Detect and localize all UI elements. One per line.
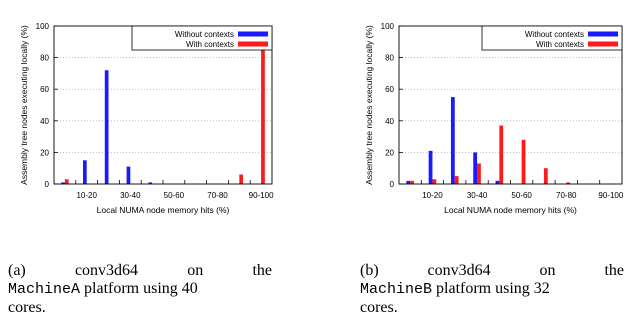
bar-without-contexts <box>148 182 153 184</box>
caption-text: platform using 32 <box>436 280 550 297</box>
legend-box <box>131 25 273 51</box>
legend-swatch <box>238 41 268 47</box>
y-tick-label: 0 <box>45 180 50 189</box>
bar-with-contexts <box>410 180 414 184</box>
legend-label: With contexts <box>536 40 584 49</box>
bar-with-contexts <box>499 125 504 184</box>
bar-without-contexts <box>406 180 411 184</box>
caption-word: the <box>604 262 624 279</box>
caption-end: cores. <box>360 299 398 316</box>
bar-with-contexts <box>543 168 548 184</box>
x-tick-label: 30-40 <box>120 191 141 200</box>
caption-word: on <box>539 262 556 279</box>
y-tick-label: 80 <box>385 54 394 63</box>
legend-swatch <box>238 31 268 37</box>
y-tick-label: 20 <box>40 148 49 157</box>
chart-svg-a: 0 20 40 60 80 100 10-20 30-40 50-60 70-80 90-100 Lo… <box>19 22 274 215</box>
caption-word: the <box>252 262 272 279</box>
x-tick-label: 70-80 <box>207 191 228 200</box>
bar-with-contexts <box>432 179 437 184</box>
y-axis-label: Assembly tree nodes executing locally (%… <box>364 25 374 185</box>
bar-with-contexts <box>454 176 459 184</box>
x-axis-label: Local NUMA node memory hits (%) <box>97 205 230 215</box>
y-axis-label: Assembly tree nodes executing locally (%… <box>19 25 29 185</box>
legend-label: With contexts <box>186 40 234 49</box>
caption-a: (a) conv3d64 on the MachineA platform us… <box>8 262 272 317</box>
caption-text: platform using 40 <box>84 280 198 297</box>
y-tick-label: 60 <box>40 85 49 94</box>
caption-b: (b) conv3d64 on the MachineB platform us… <box>360 262 624 317</box>
x-tick-label: 90-100 <box>249 191 274 200</box>
x-tick-label: 10-20 <box>422 191 443 200</box>
y-tick-label: 20 <box>385 148 394 157</box>
bar-without-contexts <box>126 166 131 184</box>
caption-label: (b) <box>360 262 379 279</box>
caption-machine: MachineA <box>8 281 81 298</box>
x-tick-label: 50-60 <box>511 191 532 200</box>
caption-end: cores. <box>8 299 46 316</box>
legend-label: Without contexts <box>175 30 234 39</box>
bar-without-contexts <box>428 150 433 184</box>
caption-benchmark: conv3d64 <box>427 262 491 279</box>
bar-with-contexts <box>261 41 265 184</box>
y-tick-label: 100 <box>36 22 50 31</box>
bar-without-contexts <box>104 70 109 184</box>
x-axis-label: Local NUMA node memory hits (%) <box>444 205 577 215</box>
caption-benchmark: conv3d64 <box>74 262 139 279</box>
bar-without-contexts <box>473 152 478 184</box>
chart-panel-a: 0 20 40 60 80 100 10-20 30-40 50-60 70-80 90-100 Lo… <box>0 0 280 255</box>
y-tick-label: 40 <box>40 117 49 126</box>
bar-with-contexts <box>566 182 571 184</box>
caption-word: on <box>187 262 204 279</box>
legend-label: Without contexts <box>525 30 584 39</box>
legend-swatch <box>588 31 618 37</box>
x-tick-label: 10-20 <box>76 191 97 200</box>
x-tick-label: 70-80 <box>556 191 577 200</box>
legend-swatch <box>588 41 618 47</box>
x-tick-label: 30-40 <box>467 191 488 200</box>
bar-with-contexts <box>64 179 69 184</box>
bar-without-contexts <box>82 160 87 184</box>
bar-without-contexts <box>450 97 455 184</box>
bar-without-contexts <box>495 180 500 184</box>
bar-with-contexts <box>477 163 481 184</box>
chart-svg-b: 0 20 40 60 80 100 10-20 30-40 50-60 70-80 90-100 Lo… <box>364 22 624 215</box>
caption-label: (a) <box>8 262 26 279</box>
bar-with-contexts <box>239 174 244 184</box>
chart-panel-b: 0 20 40 60 80 100 10-20 30-40 50-60 70-80 90-100 Lo… <box>354 0 628 255</box>
y-tick-label: 100 <box>381 22 395 31</box>
bar-with-contexts <box>521 139 526 184</box>
y-tick-label: 80 <box>40 54 49 63</box>
bar-without-contexts <box>61 182 65 184</box>
x-tick-label: 90-100 <box>598 191 623 200</box>
y-tick-label: 60 <box>385 85 394 94</box>
y-tick-label: 40 <box>385 117 394 126</box>
caption-machine: MachineB <box>360 281 433 298</box>
x-tick-label: 50-60 <box>164 191 185 200</box>
y-tick-label: 0 <box>390 180 395 189</box>
